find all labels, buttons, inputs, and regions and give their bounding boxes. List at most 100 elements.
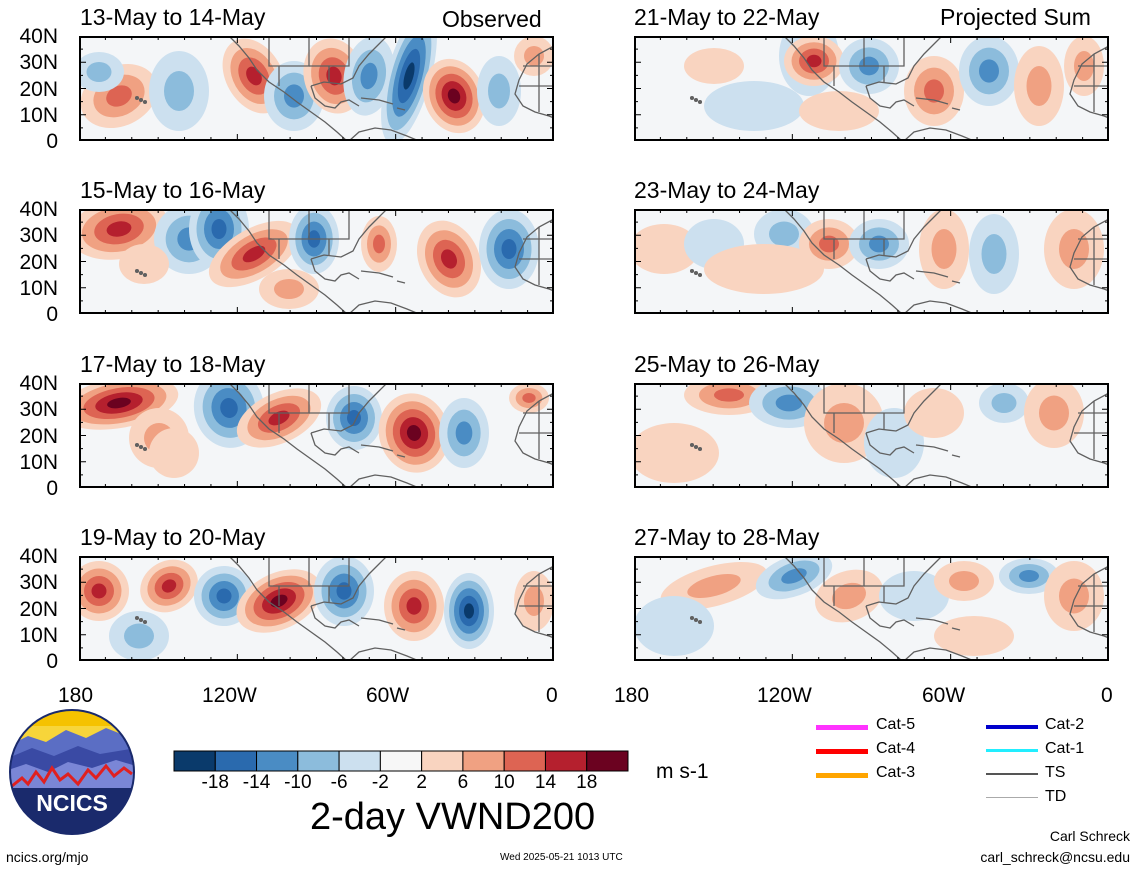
colorbar-swatch: [297, 750, 340, 772]
field-contour: [455, 421, 473, 445]
coastline: [689, 36, 1109, 141]
x-tick-180-left: 180: [58, 684, 94, 707]
colorbar-swatch: [214, 750, 258, 772]
island-marker: [138, 270, 144, 276]
coastline-segment: [864, 383, 905, 414]
coastline-segment: [268, 383, 310, 414]
legend-label-ts: TS: [1045, 764, 1066, 781]
map-panel-projected-2: [634, 209, 1109, 314]
y-tick-10n: 10N: [19, 624, 58, 647]
y-tick-30n: 30N: [19, 51, 58, 74]
island-marker: [689, 268, 695, 274]
island-marker: [134, 95, 140, 101]
y-tick-10n: 10N: [19, 451, 58, 474]
colorbar-swatch: [544, 750, 588, 772]
coastline-segment: [783, 556, 903, 661]
x-tick-120w-right: 120W: [757, 684, 812, 707]
coastline-segment: [228, 209, 348, 314]
field-contour: [769, 221, 799, 247]
x-tick-120w-left: 120W: [202, 684, 257, 707]
island-marker: [134, 615, 140, 621]
colorbar-swatch: [379, 750, 423, 772]
coastline-segment: [903, 647, 975, 661]
colorbar-units: m s-1: [656, 760, 709, 783]
coastline-segment: [783, 36, 903, 141]
field-contour: [403, 62, 415, 90]
field-contour: [216, 588, 232, 604]
field-contour: [799, 91, 879, 131]
coastline-segment: [903, 127, 975, 141]
coastline-segment: [309, 556, 350, 587]
field-contour: [522, 393, 536, 403]
coastline-segment: [915, 97, 949, 105]
field-contour: [406, 425, 422, 441]
legend-line-cat1: [986, 749, 1038, 752]
y-tick-30n: 30N: [19, 398, 58, 421]
island-marker: [134, 268, 140, 274]
coastline-segment: [865, 258, 915, 282]
tick-marks: [79, 36, 554, 141]
coastline-segment: [348, 127, 420, 141]
y-tick-30n: 30N: [19, 224, 58, 247]
island-marker: [134, 442, 140, 448]
footer-timestamp: Wed 2025-05-21 1013 UTC: [500, 852, 623, 863]
map-panel-observed-2: [79, 209, 554, 314]
coastline-segment: [865, 605, 915, 629]
field-contour: [904, 388, 964, 438]
coastline: [134, 36, 554, 141]
tick-marks: [79, 383, 554, 488]
field-contour: [634, 224, 699, 274]
field-contour: [832, 582, 866, 610]
field-contour: [447, 88, 461, 104]
coastline-segment: [915, 270, 949, 278]
coastline-segment: [360, 270, 394, 278]
legend-line-ts: [986, 773, 1038, 775]
coastline-segment: [514, 565, 554, 639]
colorbar-tick-label: 10: [493, 772, 515, 793]
colorbar-tick-label: 14: [534, 772, 557, 793]
colorbar-tick-label: 18: [576, 772, 598, 793]
footer-email: carl_schreck@ncsu.edu: [980, 849, 1130, 865]
colorbar-swatch: [586, 750, 629, 772]
legend-label-td: TD: [1045, 788, 1067, 805]
tick-marks: [634, 36, 1109, 141]
coastline-segment: [360, 97, 394, 105]
legend-line-cat4: [816, 749, 868, 754]
coastline: [134, 383, 554, 488]
coastline-segment: [823, 556, 865, 587]
legend-line-cat2: [986, 725, 1038, 729]
coastline-segment: [823, 36, 865, 67]
island-marker: [138, 617, 144, 623]
field-contour: [634, 596, 714, 656]
coastline-segment: [268, 36, 310, 67]
field-contour: [373, 234, 385, 254]
island-marker: [138, 444, 144, 450]
colorbar-tick-label: -14: [242, 772, 271, 793]
coastline-segment: [360, 444, 394, 452]
field-contour: [149, 428, 199, 478]
field-contour: [91, 583, 107, 599]
field-contour: [991, 393, 1017, 413]
field-contour: [806, 54, 822, 68]
field-contour: [704, 81, 804, 131]
field-contour: [879, 571, 949, 621]
y-tick-0: 0: [46, 650, 58, 673]
tick-marks: [79, 209, 554, 314]
island-marker: [689, 95, 695, 101]
field-contour: [464, 603, 474, 619]
y-tick-40n: 40N: [19, 545, 58, 568]
coastline-segment: [951, 627, 961, 631]
field-contour: [524, 46, 544, 66]
coastline-segment: [310, 258, 360, 282]
map-panel-projected-3: [634, 383, 1109, 488]
field-contour: [488, 73, 510, 109]
island-marker: [693, 617, 699, 623]
logo-text: NCICS: [36, 790, 108, 816]
coastline-segment: [783, 383, 903, 488]
colorbar-swatch: [462, 750, 505, 772]
coastline-segment: [903, 300, 975, 314]
coastline-segment: [309, 36, 350, 67]
main-title: 2-day VWND200: [310, 796, 596, 838]
coastline-segment: [310, 383, 388, 434]
coastline-segment: [309, 383, 350, 414]
